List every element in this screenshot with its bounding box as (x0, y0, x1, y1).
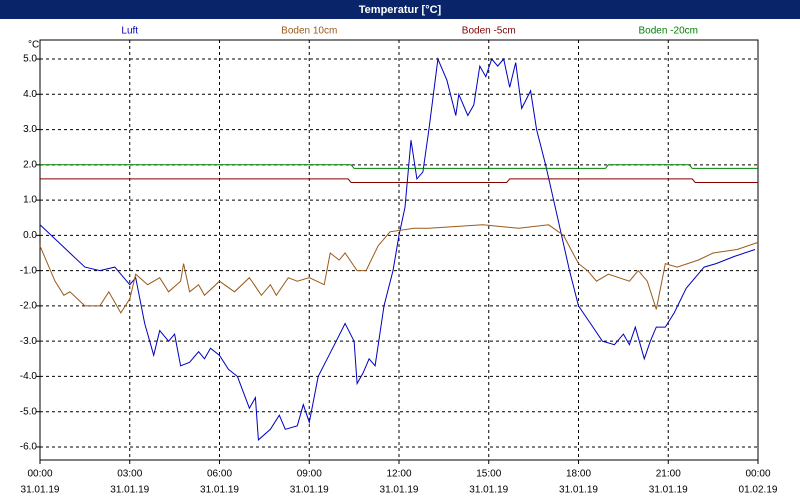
series-line (40, 178, 758, 183)
legend-entry: Boden -5cm (462, 26, 516, 37)
x-tick-label: 00:00 (745, 469, 770, 480)
x-tick-label: 21:00 (656, 469, 681, 480)
legend-entry: Luft (121, 26, 138, 37)
y-tick-label: -4.0 (20, 371, 38, 382)
x-tick-date: 31.01.19 (21, 485, 60, 496)
series-line (39, 57, 756, 441)
y-tick-label: 4.0 (23, 89, 37, 100)
x-tick-date: 31.01.19 (290, 485, 329, 496)
x-tick-date: 31.01.19 (649, 485, 688, 496)
y-tick-label: 1.0 (23, 195, 37, 206)
y-tick-label: -3.0 (20, 336, 38, 347)
y-tick-label: -2.0 (20, 301, 38, 312)
series-line (40, 164, 758, 169)
x-tick-label: 06:00 (207, 469, 232, 480)
x-tick-label: 09:00 (297, 469, 322, 480)
series-line (39, 224, 759, 314)
legend-entry: Boden 10cm (281, 26, 337, 37)
x-tick-label: 00:00 (27, 469, 52, 480)
x-tick-label: 12:00 (386, 469, 411, 480)
y-unit: °C (28, 40, 39, 51)
x-tick-label: 15:00 (476, 469, 501, 480)
y-tick-label: -1.0 (20, 265, 38, 276)
chart-title: Temperatur [°C] (359, 4, 442, 16)
y-tick-label: 2.0 (23, 159, 37, 170)
title-bar (0, 0, 800, 19)
x-tick-date: 31.01.19 (200, 485, 239, 496)
x-tick-date: 31.01.19 (380, 485, 419, 496)
x-tick-date: 01.02.19 (739, 485, 778, 496)
x-tick-date: 31.01.19 (110, 485, 149, 496)
y-tick-label: 0.0 (23, 230, 37, 241)
y-tick-label: 5.0 (23, 54, 37, 65)
x-tick-date: 31.01.19 (559, 485, 598, 496)
x-tick-label: 18:00 (566, 469, 591, 480)
y-tick-label: -6.0 (20, 442, 38, 453)
legend-entry: Boden -20cm (639, 26, 698, 37)
x-tick-date: 31.01.19 (469, 485, 508, 496)
y-tick-label: 3.0 (23, 124, 37, 135)
x-tick-label: 03:00 (117, 469, 142, 480)
y-tick-label: -5.0 (20, 406, 38, 417)
